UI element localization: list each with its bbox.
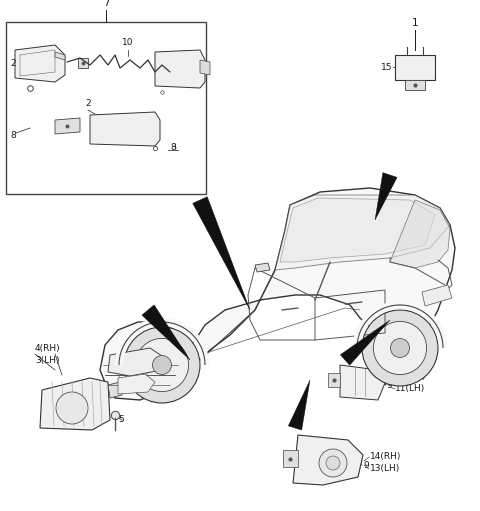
Text: 13(LH): 13(LH) <box>370 464 400 474</box>
Polygon shape <box>255 263 270 272</box>
Polygon shape <box>422 285 452 306</box>
Polygon shape <box>55 118 80 134</box>
Circle shape <box>135 338 189 391</box>
Bar <box>6 22 206 194</box>
Text: 1: 1 <box>412 18 418 28</box>
Polygon shape <box>90 112 160 146</box>
Text: 9: 9 <box>386 381 392 389</box>
Polygon shape <box>328 373 340 387</box>
Polygon shape <box>15 45 65 82</box>
Polygon shape <box>108 382 122 398</box>
Text: 11(LH): 11(LH) <box>395 384 425 393</box>
Text: 12(RH): 12(RH) <box>395 373 426 382</box>
Polygon shape <box>155 50 205 88</box>
Polygon shape <box>192 197 250 310</box>
Circle shape <box>153 356 171 375</box>
Circle shape <box>391 338 409 358</box>
Polygon shape <box>118 374 155 394</box>
Polygon shape <box>280 198 435 262</box>
Polygon shape <box>375 173 397 220</box>
Text: 3(LH): 3(LH) <box>35 356 60 364</box>
Polygon shape <box>283 450 298 467</box>
Polygon shape <box>108 348 165 376</box>
Text: 8: 8 <box>170 144 176 152</box>
Polygon shape <box>55 52 65 60</box>
Polygon shape <box>40 378 110 430</box>
Text: 2: 2 <box>85 99 91 108</box>
Text: 10: 10 <box>122 38 134 47</box>
Polygon shape <box>275 195 450 270</box>
Polygon shape <box>293 435 363 485</box>
Text: 15: 15 <box>381 62 392 72</box>
Polygon shape <box>340 320 390 365</box>
Polygon shape <box>288 380 310 430</box>
Circle shape <box>319 449 347 477</box>
Circle shape <box>326 456 340 470</box>
Polygon shape <box>142 305 190 360</box>
Polygon shape <box>395 55 435 80</box>
Polygon shape <box>78 58 88 68</box>
Polygon shape <box>340 365 385 400</box>
Circle shape <box>373 321 427 375</box>
Circle shape <box>56 392 88 424</box>
Polygon shape <box>200 60 210 75</box>
Text: 2: 2 <box>10 59 16 68</box>
Polygon shape <box>100 188 455 400</box>
Text: 6: 6 <box>128 381 134 389</box>
Circle shape <box>362 310 438 386</box>
Text: 7: 7 <box>103 0 109 8</box>
Text: 9: 9 <box>363 460 369 470</box>
Text: 4(RH): 4(RH) <box>35 343 60 353</box>
Polygon shape <box>405 80 425 90</box>
Circle shape <box>124 327 200 403</box>
Text: 5: 5 <box>118 415 124 425</box>
Text: 8: 8 <box>10 130 16 140</box>
Text: 14(RH): 14(RH) <box>370 453 401 461</box>
Polygon shape <box>390 200 450 268</box>
